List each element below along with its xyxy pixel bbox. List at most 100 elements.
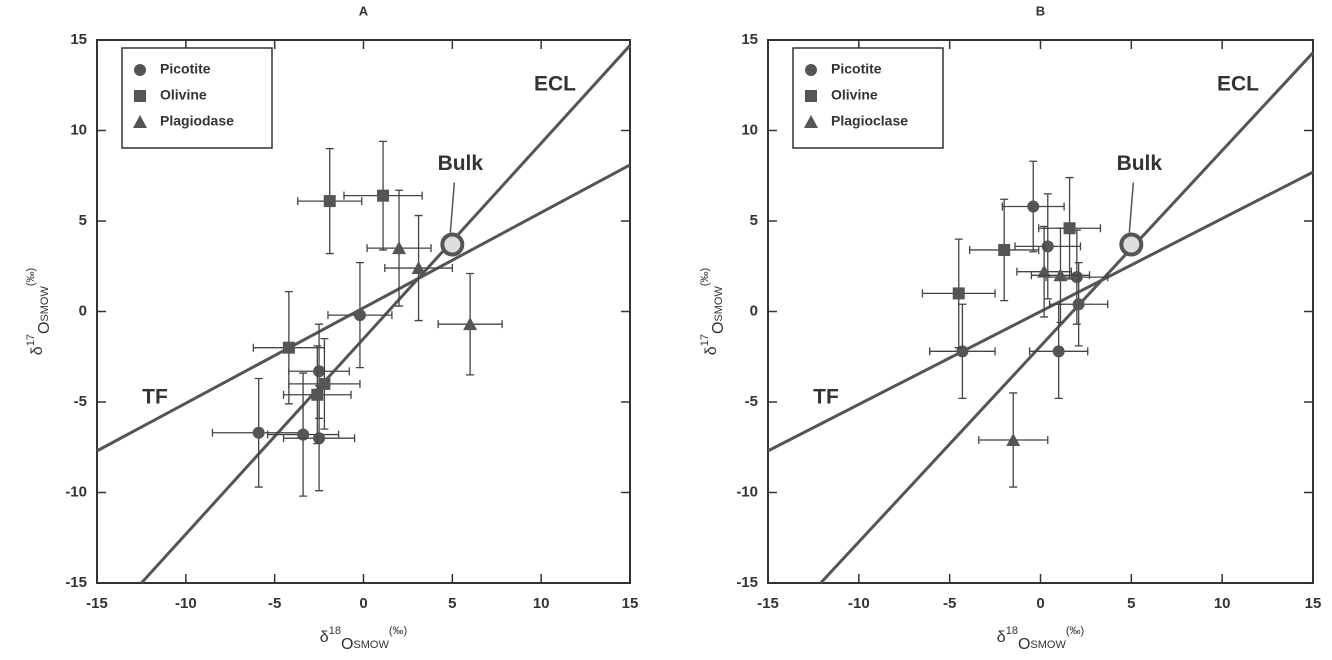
axis-label-part: (‰) <box>389 625 407 637</box>
point <box>282 341 295 354</box>
axis-label: δ17OSMOW(‰) <box>25 268 53 355</box>
point <box>411 261 426 275</box>
x-tick-label: 5 <box>1127 595 1135 612</box>
axis-label-part: O <box>341 636 353 653</box>
point <box>323 195 336 208</box>
point <box>998 243 1011 256</box>
legend-label: Olivine <box>831 87 878 103</box>
x-tick-label: -15 <box>86 595 108 612</box>
y-tick-label: -15 <box>736 574 758 591</box>
line-label: TF <box>813 386 839 409</box>
axis-label-part: 18 <box>1006 625 1018 637</box>
axis-label-part: SMOW <box>713 286 725 322</box>
point <box>952 287 965 300</box>
x-tick-label: -10 <box>175 595 197 612</box>
y-tick-label: -10 <box>65 483 87 500</box>
x-tick-label: 10 <box>1214 595 1231 612</box>
y-tick-label: -5 <box>745 393 758 410</box>
point <box>313 432 326 445</box>
axis-label-part: O <box>710 322 727 334</box>
axis-label-part: SMOW <box>1030 639 1066 651</box>
reference-line <box>819 51 1315 585</box>
legend-label: Plagioclase <box>831 113 908 129</box>
axis-label-part: O <box>1018 636 1030 653</box>
y-tick-label: -5 <box>74 393 87 410</box>
legend-marker <box>805 90 817 102</box>
point <box>1053 268 1068 282</box>
point <box>318 377 331 390</box>
legend-box <box>792 47 944 149</box>
point <box>252 426 265 439</box>
point <box>1052 345 1065 358</box>
axis-label-part: SMOW <box>353 639 389 651</box>
legend-label: Picotite <box>831 61 882 77</box>
y-tick-label: 10 <box>741 121 758 138</box>
bulk-pointer <box>1128 182 1135 233</box>
reference-line <box>767 170 1314 453</box>
legend-label: Plagiodase <box>160 113 234 129</box>
y-tick-label: -10 <box>736 483 758 500</box>
x-tick-label: 15 <box>622 595 639 612</box>
y-tick-label: 15 <box>741 31 758 48</box>
bulk-pointer <box>449 182 456 233</box>
y-tick-label: 0 <box>750 302 758 319</box>
point <box>1072 298 1085 311</box>
x-tick-label: 5 <box>448 595 456 612</box>
legend-marker <box>804 115 818 128</box>
point <box>1063 222 1076 235</box>
x-tick-label: -5 <box>268 595 281 612</box>
legend-marker <box>805 64 817 76</box>
chart-title: B <box>1036 3 1045 18</box>
y-tick-label: 10 <box>70 121 87 138</box>
legend-label: Picotite <box>160 61 211 77</box>
point <box>463 317 478 331</box>
chart-title: A <box>359 3 369 18</box>
axis-label-part: δ <box>997 629 1006 646</box>
axis-label-part: O <box>36 322 53 334</box>
axis-label-part: δ <box>703 346 720 355</box>
point <box>311 388 324 401</box>
axis-label-part: 17 <box>699 334 711 346</box>
point <box>1006 433 1021 447</box>
x-tick-label: -15 <box>757 595 779 612</box>
axis-label-part: (‰) <box>25 268 37 286</box>
y-tick-label: 15 <box>70 31 87 48</box>
point <box>392 241 407 255</box>
point <box>353 309 366 322</box>
legend-marker <box>133 115 147 128</box>
axis-label-part: δ <box>29 346 46 355</box>
bulk-label: Bulk <box>1117 152 1163 175</box>
line-label: ECL <box>1217 73 1259 96</box>
line-label: ECL <box>534 73 576 96</box>
axis-label-part: δ <box>320 629 329 646</box>
axis-label-part: SMOW <box>39 286 51 322</box>
axis-label: δ17OSMOW(‰) <box>699 268 727 355</box>
legend-marker <box>134 64 146 76</box>
legend-box <box>121 47 273 149</box>
y-tick-label: 5 <box>79 212 87 229</box>
point <box>1070 271 1083 284</box>
legend-label: Olivine <box>160 87 207 103</box>
axis-label-part: 18 <box>329 625 341 637</box>
axis-label-part: 17 <box>25 334 37 346</box>
bulk-point <box>440 232 465 257</box>
reference-line <box>140 44 632 585</box>
axis-label: δ18OSMOW(‰) <box>320 625 407 653</box>
axis-label-part: (‰) <box>699 268 711 286</box>
x-tick-label: 0 <box>1036 595 1044 612</box>
bulk-label: Bulk <box>438 152 484 175</box>
x-tick-label: 10 <box>533 595 550 612</box>
axis-label: δ18OSMOW(‰) <box>997 625 1084 653</box>
y-tick-label: -15 <box>65 574 87 591</box>
line-label: TF <box>142 386 168 409</box>
x-tick-label: 15 <box>1305 595 1322 612</box>
point <box>1027 200 1040 213</box>
point <box>1037 264 1052 278</box>
bulk-point <box>1119 232 1144 257</box>
point <box>377 189 390 202</box>
point <box>313 365 326 378</box>
y-tick-label: 5 <box>750 212 758 229</box>
x-tick-label: -10 <box>848 595 870 612</box>
x-tick-label: 0 <box>359 595 367 612</box>
